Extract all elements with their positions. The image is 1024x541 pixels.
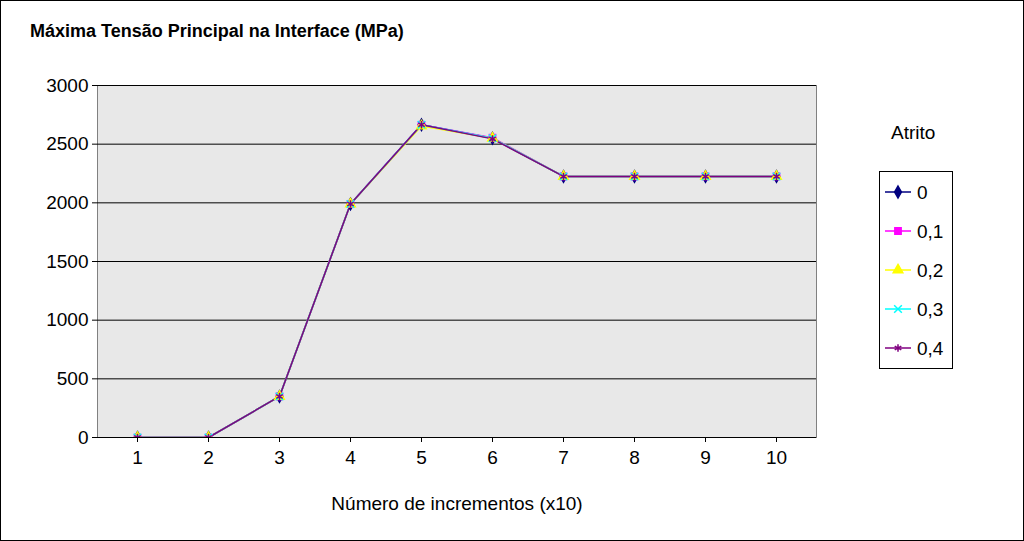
svg-text:2: 2 [203, 447, 214, 468]
svg-text:0: 0 [78, 427, 89, 448]
svg-text:6: 6 [487, 447, 498, 468]
svg-text:Número de incrementos (x10): Número de incrementos (x10) [331, 493, 582, 514]
svg-text:3: 3 [274, 447, 285, 468]
svg-text:0,1: 0,1 [917, 221, 943, 242]
html-text:Atrito: Atrito [891, 122, 936, 143]
svg-text:3000: 3000 [46, 75, 88, 96]
html-text:Máxima Tensão Principal na Int: Máxima Tensão Principal na Interface (MP… [30, 21, 404, 41]
svg-text:4: 4 [345, 447, 356, 468]
svg-text:500: 500 [57, 368, 89, 389]
svg-text:5: 5 [416, 447, 427, 468]
svg-text:2000: 2000 [46, 192, 88, 213]
svg-text:7: 7 [558, 447, 569, 468]
svg-text:8: 8 [629, 447, 640, 468]
svg-text:0,4: 0,4 [917, 338, 944, 359]
svg-text:2500: 2500 [46, 133, 88, 154]
svg-text:0,2: 0,2 [917, 260, 943, 281]
svg-text:1500: 1500 [46, 251, 88, 272]
svg-text:1: 1 [132, 447, 143, 468]
svg-text:10: 10 [766, 447, 787, 468]
svg-text:9: 9 [700, 447, 711, 468]
svg-text:0: 0 [917, 182, 928, 203]
svg-text:1000: 1000 [46, 309, 88, 330]
svg-text:0,3: 0,3 [917, 299, 943, 320]
